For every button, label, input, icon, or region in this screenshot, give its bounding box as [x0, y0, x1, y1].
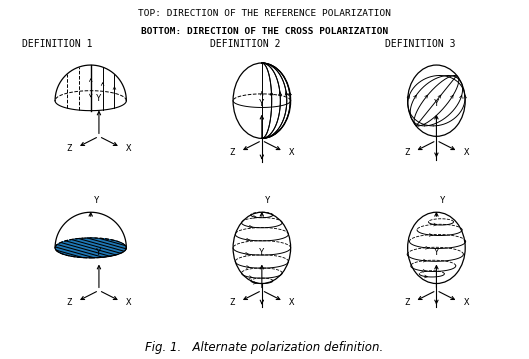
Text: Y: Y [94, 196, 99, 205]
Ellipse shape [55, 238, 126, 258]
Ellipse shape [55, 238, 126, 258]
Text: Y: Y [434, 98, 439, 108]
Text: X: X [126, 144, 131, 153]
Text: Y: Y [440, 196, 445, 205]
Text: X: X [463, 298, 469, 307]
Ellipse shape [55, 238, 126, 258]
Ellipse shape [55, 238, 126, 258]
Text: X: X [289, 148, 294, 157]
Ellipse shape [55, 238, 126, 258]
Text: TOP: DIRECTION OF THE REFERENCE POLARIZATION: TOP: DIRECTION OF THE REFERENCE POLARIZA… [138, 9, 391, 18]
Text: DEFINITION 3: DEFINITION 3 [385, 39, 455, 49]
Ellipse shape [55, 238, 126, 258]
Ellipse shape [55, 238, 126, 258]
Text: Y: Y [265, 196, 271, 205]
Text: Y: Y [96, 94, 102, 103]
Ellipse shape [55, 238, 126, 258]
Ellipse shape [55, 238, 126, 258]
Text: Z: Z [67, 144, 72, 153]
Text: X: X [463, 148, 469, 157]
Text: Z: Z [404, 298, 409, 307]
Text: DEFINITION 2: DEFINITION 2 [211, 39, 281, 49]
Text: Y: Y [96, 248, 102, 257]
Text: Z: Z [230, 148, 235, 157]
Text: DEFINITION 1: DEFINITION 1 [22, 39, 93, 49]
Text: Fig. 1.   Alternate polarization definition.: Fig. 1. Alternate polarization definitio… [145, 341, 384, 354]
Ellipse shape [55, 238, 126, 258]
Text: Y: Y [259, 98, 264, 108]
Text: X: X [126, 298, 131, 307]
Text: Y: Y [259, 248, 264, 257]
Text: Z: Z [404, 148, 409, 157]
Text: Z: Z [67, 298, 72, 307]
Text: BOTTOM: DIRECTION OF THE CROSS POLARIZATION: BOTTOM: DIRECTION OF THE CROSS POLARIZAT… [141, 27, 388, 36]
Text: X: X [289, 298, 294, 307]
Text: Z: Z [230, 298, 235, 307]
Ellipse shape [55, 238, 126, 258]
Text: Y: Y [434, 248, 439, 257]
